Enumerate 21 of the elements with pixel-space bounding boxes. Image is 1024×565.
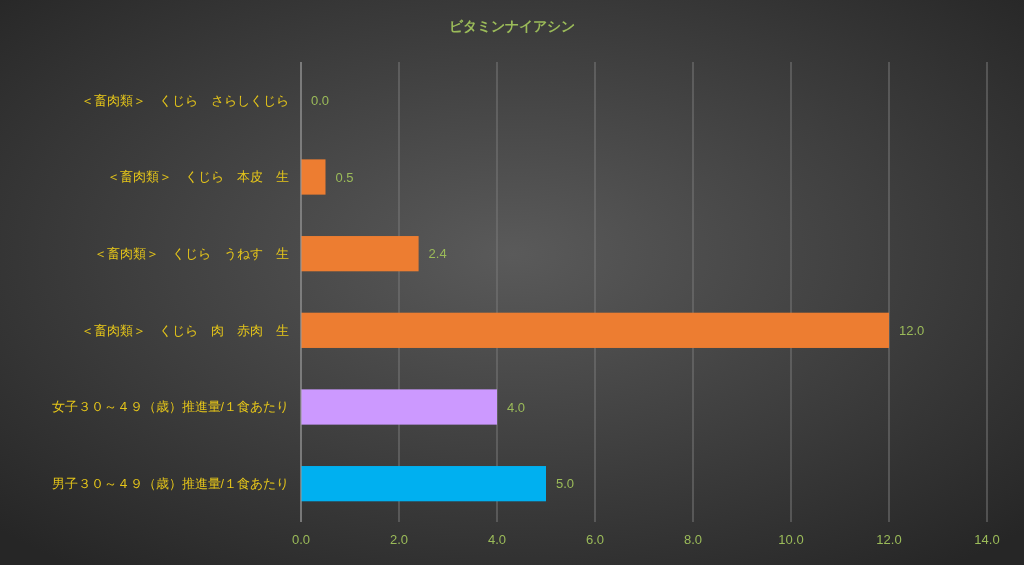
data-label: 0.5	[335, 169, 354, 185]
data-label: 2.4	[428, 246, 447, 262]
x-tick-label: 8.0	[683, 532, 703, 547]
x-tick-label: 12.0	[876, 532, 902, 547]
y-tick-label: ＜畜肉類＞ くじら さらしくじら	[81, 92, 289, 108]
data-label: 5.0	[556, 476, 575, 492]
y-tick-label: ＜畜肉類＞ くじら 本皮 生	[107, 169, 289, 185]
x-tick-label: 4.0	[487, 532, 507, 547]
x-tick-label: 0.0	[291, 532, 311, 547]
y-tick-label: ＜畜肉類＞ くじら うねす 生	[94, 246, 289, 262]
data-label: 0.0	[311, 92, 330, 108]
x-tick-label: 6.0	[585, 532, 605, 547]
y-tick-label: 女子３０～４９（歳）推進量/１食あたり	[51, 400, 289, 415]
x-tick-label: 10.0	[778, 532, 804, 547]
data-label: 4.0	[507, 399, 526, 415]
y-tick-label: 男子３０～４９（歳）推進量/１食あたり	[51, 477, 289, 492]
data-label: 12.0	[899, 322, 925, 338]
x-tick-label: 2.0	[389, 532, 409, 547]
chart-title: ビタミンナイアシン	[449, 18, 575, 34]
x-tick-label: 14.0	[974, 532, 1000, 547]
y-tick-label: ＜畜肉類＞ くじら 肉 赤肉 生	[81, 322, 289, 338]
